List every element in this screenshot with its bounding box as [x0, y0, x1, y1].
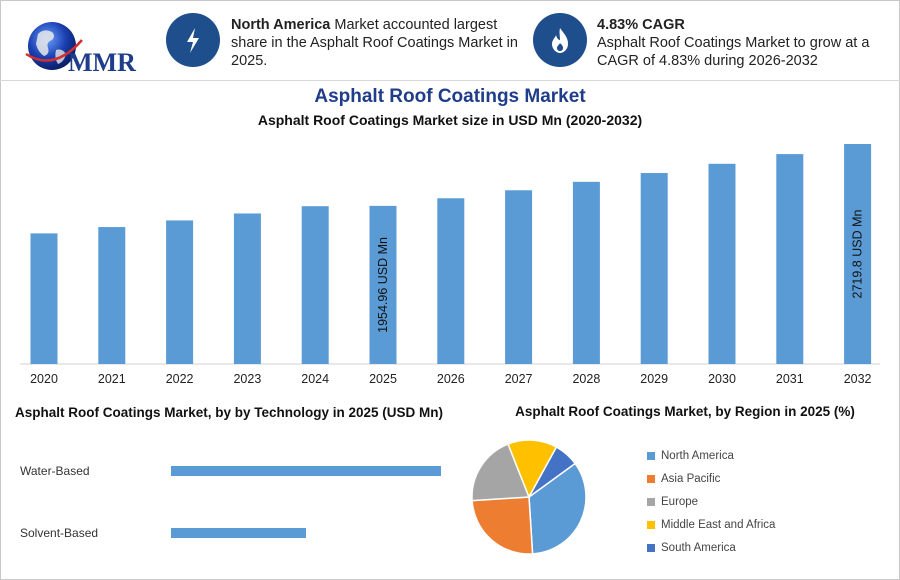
bar-2023: [233, 213, 261, 364]
pie-slice-south-america: [528, 446, 577, 498]
stat-icon-circle: [533, 13, 587, 67]
stat-icon-circle: [166, 13, 220, 67]
pie-slice-europe: [471, 443, 531, 502]
x-tick-label: 2026: [437, 372, 465, 386]
legend-swatch: [647, 497, 655, 506]
bar-2022: [166, 220, 194, 364]
market-size-bar-chart: 2020 2021 2022 2023 2024 2025 1954.96 USD Mn 20…: [20, 144, 880, 386]
x-tick-label: 2020: [30, 372, 58, 386]
x-tick-label: 2027: [505, 372, 533, 386]
technology-bar: [171, 466, 441, 476]
technology-label: Solvent-Based: [20, 526, 99, 540]
data-label-2032: 2719.8 USD Mn: [851, 209, 865, 298]
legend-label: Middle East and Africa: [661, 518, 776, 531]
page-title: Asphalt Roof Coatings Market: [314, 86, 586, 107]
technology-label: Water-Based: [20, 464, 90, 478]
bar-2030: [708, 163, 736, 364]
x-tick-label: 2025: [369, 372, 397, 386]
x-tick-label: 2021: [98, 372, 126, 386]
legend-item: Europe: [647, 490, 775, 513]
x-tick-label: 2028: [572, 372, 600, 386]
legend-swatch: [647, 451, 655, 460]
bar-2032: [844, 144, 872, 364]
x-tick-label: 2032: [844, 372, 872, 386]
legend-swatch: [647, 543, 655, 552]
region-pie-chart: [471, 439, 587, 555]
legend-item: Asia Pacific: [647, 467, 775, 490]
pie-slice-asia-pacific: [471, 496, 534, 555]
pie-slice-north-america: [528, 462, 587, 555]
x-tick-label: 2022: [166, 372, 194, 386]
bar-2025: [369, 205, 397, 364]
bar-2026: [437, 198, 465, 364]
x-tick-label: 2024: [301, 372, 329, 386]
legend-label: Asia Pacific: [661, 472, 721, 485]
stat-body: Market accounted largest share in the As…: [231, 17, 518, 69]
data-label-2025: 1954.96 USD Mn: [376, 237, 390, 333]
bar-2028: [572, 181, 600, 364]
stat-cagr: 4.83% CAGR Asphalt Roof Coatings Market …: [597, 16, 887, 70]
stat-bold: 4.83% CAGR: [597, 17, 685, 33]
bar-2021: [98, 227, 126, 364]
x-tick-label: 2029: [640, 372, 668, 386]
bar-2024: [301, 206, 329, 364]
x-tick-label: 2023: [233, 372, 261, 386]
x-tick-label: 2031: [776, 372, 804, 386]
globe-icon: [25, 22, 83, 70]
bar-2020: [30, 233, 58, 364]
bar-2029: [640, 173, 668, 364]
technology-chart-title: Asphalt Roof Coatings Market, by by Tech…: [14, 405, 444, 420]
legend-label: Europe: [661, 495, 699, 508]
stat-body: Asphalt Roof Coatings Market to grow at …: [597, 35, 870, 69]
lightning-icon: [187, 28, 199, 53]
bar-2031: [776, 154, 804, 364]
bar-chart-title: Asphalt Roof Coatings Market size in USD…: [257, 112, 643, 128]
legend-item: North America: [647, 444, 775, 467]
legend-swatch: [647, 474, 655, 483]
legend-label: South America: [661, 541, 736, 554]
legend-item: South America: [647, 536, 775, 559]
bar-2027: [505, 190, 533, 364]
legend-label: North America: [661, 449, 734, 462]
x-tick-label: 2030: [708, 372, 736, 386]
stat-north-america: North America Market accounted largest s…: [231, 16, 521, 70]
stat-bold: North America: [231, 17, 331, 33]
flame-icon: [552, 28, 568, 53]
technology-bar: [171, 528, 306, 538]
legend-item: Middle East and Africa: [647, 513, 775, 536]
logo-text: MMR: [68, 48, 136, 77]
mmr-logo: MMR: [18, 10, 138, 80]
header-divider: [0, 80, 900, 81]
region-chart-title: Asphalt Roof Coatings Market, by Region …: [515, 404, 855, 419]
region-legend: North America Asia Pacific Europe Middle Ea…: [647, 444, 775, 559]
legend-swatch: [647, 520, 655, 529]
